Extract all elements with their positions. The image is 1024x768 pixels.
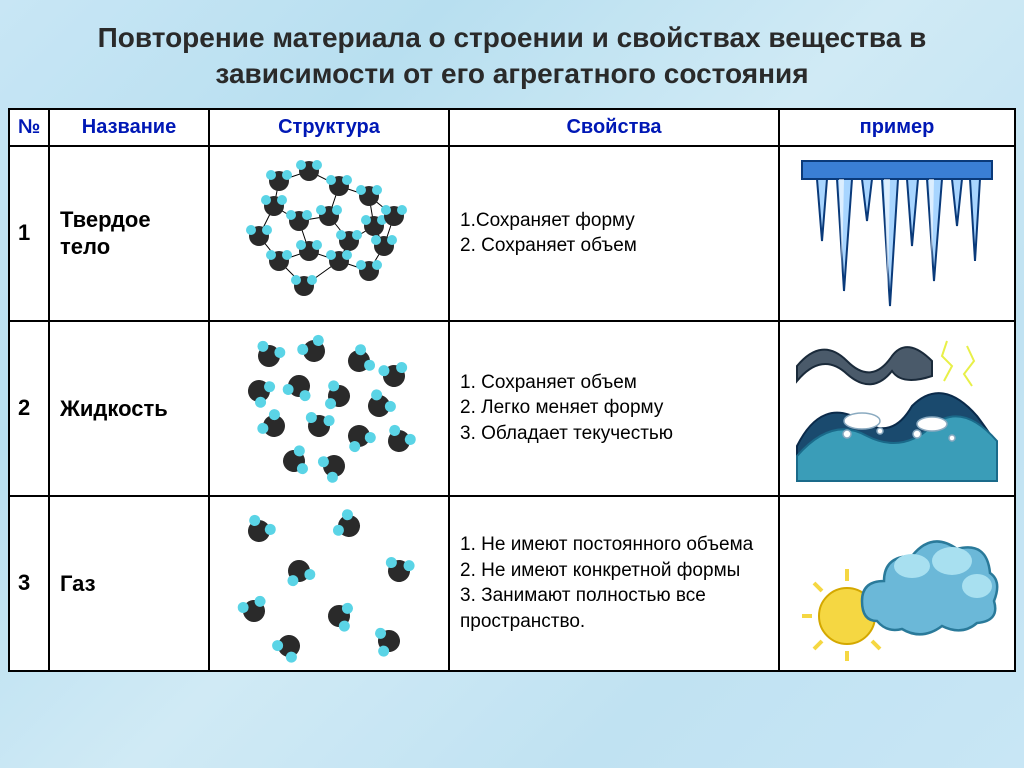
row3-example bbox=[779, 496, 1015, 671]
row1-structure bbox=[209, 146, 449, 321]
row3-name: Газ bbox=[49, 496, 209, 671]
gas-structure-icon bbox=[219, 501, 439, 666]
row1-props: 1.Сохраняет форму2. Сохраняет объем bbox=[449, 146, 779, 321]
col-header-name: Название bbox=[49, 109, 209, 146]
col-header-struct: Структура bbox=[209, 109, 449, 146]
icicles-icon bbox=[792, 151, 1002, 316]
comparison-table: № Название Структура Свойства пример 1 Т… bbox=[8, 108, 1016, 672]
row3-num: 3 bbox=[9, 496, 49, 671]
row2-name: Жидкость bbox=[49, 321, 209, 496]
row1-name: Твердое тело bbox=[49, 146, 209, 321]
col-header-example: пример bbox=[779, 109, 1015, 146]
liquid-structure-icon bbox=[219, 326, 439, 491]
col-header-props: Свойства bbox=[449, 109, 779, 146]
col-header-num: № bbox=[9, 109, 49, 146]
table-row: 2 Жидкость bbox=[9, 321, 1015, 496]
row2-example bbox=[779, 321, 1015, 496]
table-row: 3 Газ 1. Не имеют постоянного bbox=[9, 496, 1015, 671]
solid-structure-icon bbox=[219, 151, 439, 316]
row2-props: 1. Сохраняет объем2. Легко меняет форму3… bbox=[449, 321, 779, 496]
wave-icon bbox=[792, 326, 1002, 491]
row1-num: 1 bbox=[9, 146, 49, 321]
table-header-row: № Название Структура Свойства пример bbox=[9, 109, 1015, 146]
row2-structure bbox=[209, 321, 449, 496]
row3-structure bbox=[209, 496, 449, 671]
table-row: 1 Твердое тело bbox=[9, 146, 1015, 321]
page-title: Повторение материала о строении и свойст… bbox=[0, 0, 1024, 108]
row3-props: 1. Не имеют постоянного объема2. Не имею… bbox=[449, 496, 779, 671]
cloud-sun-icon bbox=[792, 501, 1002, 666]
comparison-table-wrap: № Название Структура Свойства пример 1 Т… bbox=[0, 108, 1024, 672]
row2-num: 2 bbox=[9, 321, 49, 496]
row1-example bbox=[779, 146, 1015, 321]
